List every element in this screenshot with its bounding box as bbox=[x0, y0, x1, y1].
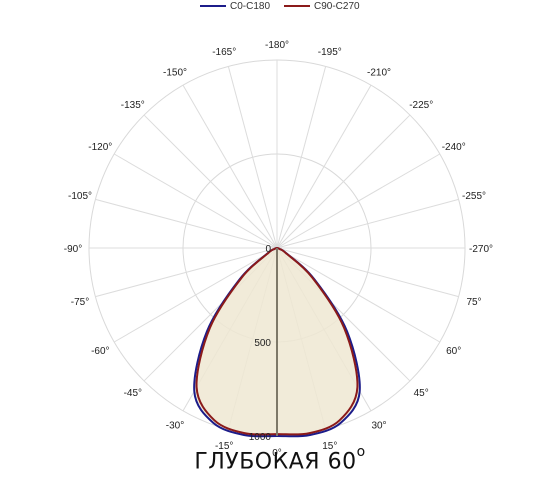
radial-tick-label: 500 bbox=[254, 338, 271, 349]
grid-spoke bbox=[113, 153, 278, 249]
angle-tick-label: -60° bbox=[91, 346, 109, 357]
angle-tick-label: 15° bbox=[322, 441, 337, 452]
angle-tick-label: -135° bbox=[121, 100, 145, 111]
angle-tick-label: -30° bbox=[166, 421, 184, 432]
angle-tick-label: 30° bbox=[371, 421, 386, 432]
caption-degree: o bbox=[356, 444, 366, 460]
radial-labels: 0 500 1000 bbox=[249, 244, 272, 443]
angle-tick-label: -90° bbox=[64, 244, 82, 255]
angle-tick-label: -180° bbox=[265, 40, 289, 51]
grid-spoke bbox=[143, 114, 278, 249]
grid-spoke bbox=[95, 198, 278, 249]
angle-tick-label: -195° bbox=[318, 47, 342, 58]
angle-tick-label: -45° bbox=[124, 388, 142, 399]
angle-tick-label: -165° bbox=[212, 47, 236, 58]
angle-tick-label: -15° bbox=[215, 441, 233, 452]
grid-spoke bbox=[276, 84, 372, 249]
grid-spoke bbox=[276, 66, 327, 249]
grid-spoke bbox=[227, 66, 278, 249]
grid-spoke bbox=[276, 114, 411, 249]
angle-tick-label: 0° bbox=[272, 448, 282, 459]
grid-spoke bbox=[113, 247, 278, 343]
legend-label: C0-C180 bbox=[230, 1, 270, 12]
intensity-curves bbox=[193, 246, 361, 438]
grid-spoke bbox=[95, 247, 278, 298]
caption-text: ГЛУБОКАЯ 60 bbox=[194, 449, 357, 475]
angle-tick-label: -225° bbox=[409, 100, 433, 111]
angle-tick-label: 45° bbox=[414, 388, 429, 399]
radial-tick-label: 0 bbox=[265, 244, 271, 255]
angle-labels: 0° 15° 30° 45° 60° 75° -270° -255° -240° -225° -21… bbox=[64, 40, 493, 459]
radial-tick-label: 1000 bbox=[249, 432, 272, 443]
angle-tick-label: 60° bbox=[446, 346, 461, 357]
angle-tick-label: -120° bbox=[88, 142, 112, 153]
chart-caption: ГЛУБОКАЯ 60o bbox=[0, 444, 560, 475]
angle-tick-label: 75° bbox=[466, 297, 481, 308]
angle-tick-label: -150° bbox=[163, 67, 187, 78]
angle-tick-label: -255° bbox=[462, 191, 486, 202]
angle-tick-label: -270° bbox=[469, 244, 493, 255]
angle-tick-label: -75° bbox=[71, 297, 89, 308]
grid-spoke bbox=[276, 153, 441, 249]
grid-spoke bbox=[182, 84, 278, 249]
angle-tick-label: -240° bbox=[442, 142, 466, 153]
grid-spoke bbox=[276, 247, 459, 298]
grid-spoke bbox=[276, 247, 441, 343]
angle-tick-label: -210° bbox=[367, 67, 391, 78]
angle-tick-label: -105° bbox=[68, 191, 92, 202]
grid-spoke bbox=[276, 198, 459, 249]
legend-label: C90-C270 bbox=[314, 1, 360, 12]
legend: C0-C180 C90-C270 bbox=[200, 1, 360, 12]
